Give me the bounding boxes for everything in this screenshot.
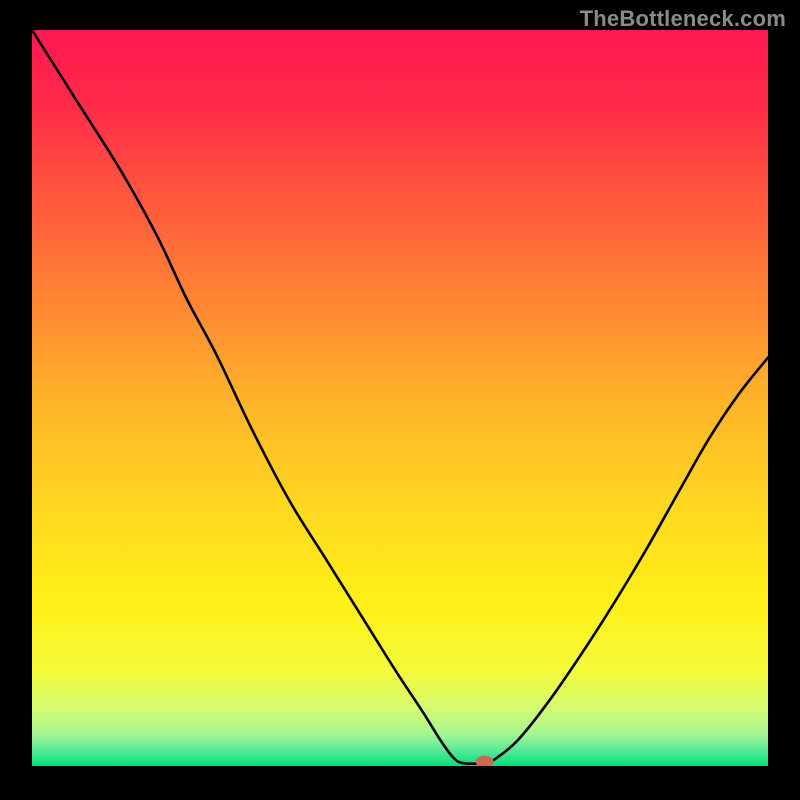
gradient-background (32, 30, 768, 766)
chart-frame (32, 30, 768, 766)
bottleneck-chart (32, 30, 768, 766)
watermark-text: TheBottleneck.com (580, 6, 786, 32)
